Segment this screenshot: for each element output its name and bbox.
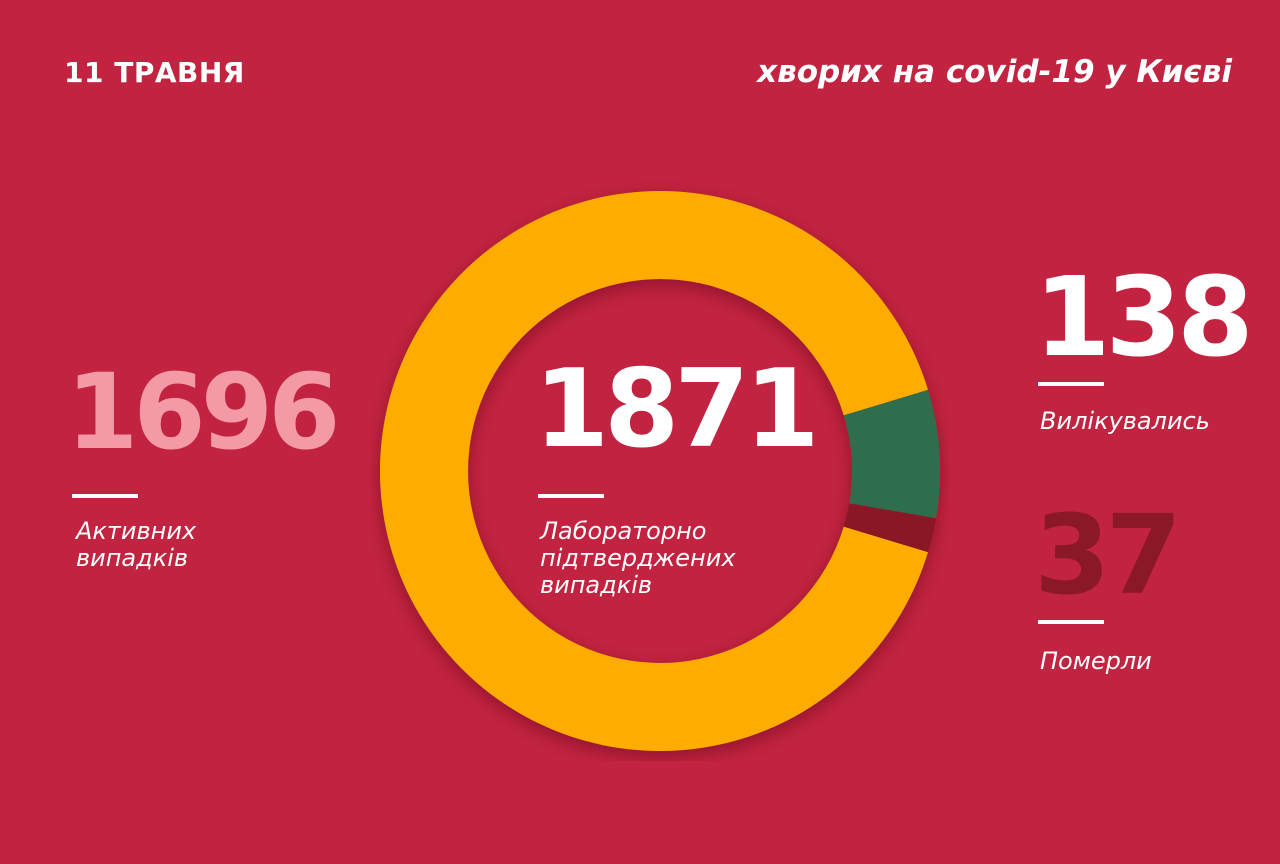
deaths-label: Померли: [1040, 647, 1152, 675]
donut-segment-recovered: [843, 389, 940, 519]
deaths-value: 37: [1034, 491, 1182, 619]
total-label-line-1: Лабораторно: [540, 517, 707, 545]
date-heading: 11 ТРАВНЯ: [64, 56, 245, 89]
donut-segment-deaths: [843, 503, 936, 553]
total-divider: [538, 494, 604, 498]
recovered-label: Вилікувались: [1040, 407, 1210, 435]
active-divider: [72, 494, 138, 498]
active-cases-label: Активних випадків: [76, 518, 196, 572]
active-label-line-1: Активних: [76, 517, 197, 545]
page-title: хворих на covid-19 у Києві: [757, 54, 1232, 90]
recovered-value: 138: [1034, 253, 1254, 381]
active-cases-value: 1696: [66, 351, 340, 473]
total-label-line-2: підтверджених: [540, 544, 736, 572]
total-cases-label: Лабораторно підтверджених випадків: [540, 518, 736, 599]
total-cases-value: 1871: [534, 347, 820, 472]
deaths-divider: [1038, 620, 1104, 624]
total-label-line-3: випадків: [540, 571, 653, 599]
recovered-divider: [1038, 382, 1104, 386]
active-label-line-2: випадків: [76, 544, 189, 572]
cases-donut-chart: [379, 190, 940, 751]
donut-segment-active: [379, 190, 928, 751]
